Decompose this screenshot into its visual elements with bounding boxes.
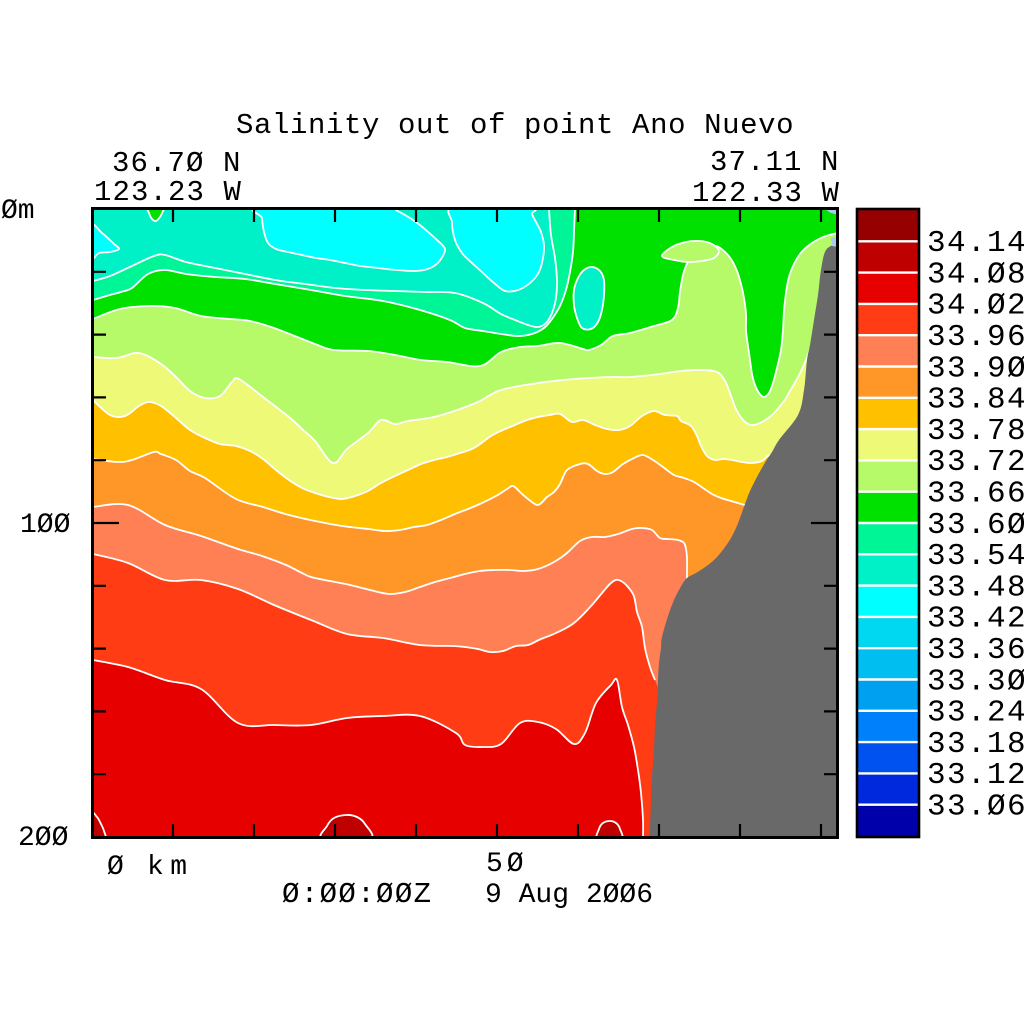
svg-text:33.72: 33.72 [927, 445, 1024, 480]
svg-text:33.42: 33.42 [927, 602, 1024, 637]
svg-text:33.84: 33.84 [927, 383, 1024, 418]
svg-text:34.Ø8: 34.Ø8 [927, 257, 1024, 292]
svg-text:123.23 W: 123.23 W [94, 176, 242, 209]
svg-text:33.48: 33.48 [927, 570, 1024, 605]
svg-text:36.7Ø N: 36.7Ø N [112, 147, 242, 180]
svg-text:33.54: 33.54 [927, 539, 1024, 574]
svg-text:Øm: Øm [1, 196, 35, 227]
svg-text:Ø: Ø [107, 852, 124, 883]
svg-text:2ØØ: 2ØØ [18, 823, 68, 854]
svg-text:33.78: 33.78 [927, 414, 1024, 449]
svg-text:34.14: 34.14 [927, 226, 1024, 261]
svg-text:33.96: 33.96 [927, 320, 1024, 355]
svg-text:33.18: 33.18 [927, 727, 1024, 762]
svg-text:Salinity out of point Ano Nuev: Salinity out of point Ano Nuevo [236, 109, 794, 142]
svg-text:1ØØ: 1ØØ [20, 510, 70, 541]
svg-text:33.24: 33.24 [927, 696, 1024, 731]
svg-text:Ø:ØØ:ØØZ: Ø:ØØ:ØØZ [282, 878, 432, 911]
svg-text:5Ø: 5Ø [486, 849, 528, 880]
svg-text:33.12: 33.12 [927, 758, 1024, 793]
svg-text:34.Ø2: 34.Ø2 [927, 289, 1024, 324]
svg-text:9 Aug 2ØØ6: 9 Aug 2ØØ6 [485, 880, 653, 911]
svg-text:33.66: 33.66 [927, 477, 1024, 512]
svg-text:122.33 W: 122.33 W [692, 177, 840, 210]
svg-text:33.36: 33.36 [927, 633, 1024, 668]
svg-text:33.6Ø: 33.6Ø [927, 508, 1024, 543]
svg-text:km: km [147, 852, 194, 883]
svg-text:33.Ø6: 33.Ø6 [927, 790, 1024, 825]
svg-text:33.3Ø: 33.3Ø [927, 664, 1024, 699]
svg-text:33.9Ø: 33.9Ø [927, 351, 1024, 386]
svg-text:37.11 N: 37.11 N [710, 146, 840, 179]
